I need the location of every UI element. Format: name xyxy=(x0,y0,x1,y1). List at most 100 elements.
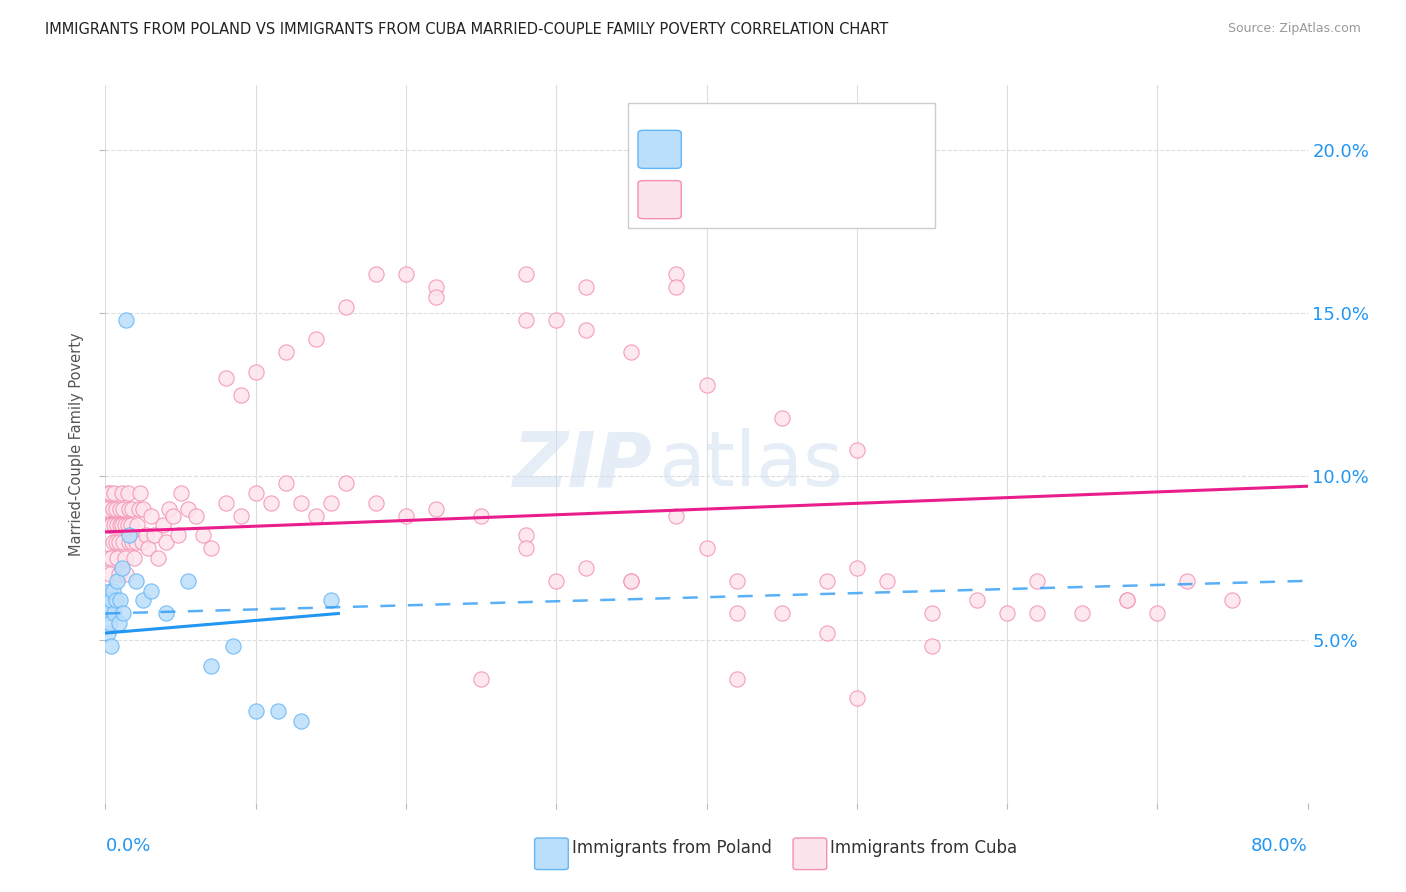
Point xyxy=(100,551,122,566)
Point xyxy=(97,485,120,500)
Point xyxy=(845,443,868,458)
Point xyxy=(97,626,120,640)
Point xyxy=(267,705,290,719)
Point xyxy=(1146,607,1168,621)
Point xyxy=(98,485,121,500)
Point xyxy=(995,607,1018,621)
Point xyxy=(575,322,598,336)
Point xyxy=(146,551,169,566)
Point xyxy=(103,485,125,500)
Point xyxy=(1222,593,1244,607)
Point xyxy=(200,658,222,673)
Point xyxy=(135,528,157,542)
Point xyxy=(96,607,118,621)
Point xyxy=(97,518,120,533)
Point xyxy=(1026,607,1049,621)
Point xyxy=(97,599,120,614)
Text: Immigrants from Cuba: Immigrants from Cuba xyxy=(831,839,1018,857)
Point xyxy=(100,639,122,653)
Point xyxy=(110,502,132,516)
Point xyxy=(110,518,132,533)
Point xyxy=(620,345,643,359)
Point xyxy=(115,567,138,582)
Point xyxy=(725,136,748,151)
Point xyxy=(124,534,146,549)
Point xyxy=(155,607,177,621)
Point xyxy=(121,502,143,516)
Point xyxy=(124,574,146,588)
Point xyxy=(222,639,245,653)
Point xyxy=(290,495,312,509)
Point xyxy=(169,485,191,500)
Point xyxy=(125,518,148,533)
Point xyxy=(107,551,129,566)
Point xyxy=(921,639,943,653)
Point xyxy=(725,607,748,621)
Point xyxy=(319,593,342,607)
Point xyxy=(118,534,141,549)
Point xyxy=(305,332,328,346)
Point xyxy=(111,485,134,500)
Point xyxy=(620,574,643,588)
Text: Immigrants from Poland: Immigrants from Poland xyxy=(572,839,772,857)
Point xyxy=(696,541,718,556)
Point xyxy=(335,300,357,314)
Point xyxy=(725,672,748,686)
FancyBboxPatch shape xyxy=(638,180,682,219)
Point xyxy=(96,551,118,566)
Point xyxy=(112,534,135,549)
Point xyxy=(155,534,177,549)
Point xyxy=(136,541,159,556)
Point xyxy=(229,508,252,523)
Point xyxy=(132,502,155,516)
Point xyxy=(546,574,568,588)
Point xyxy=(815,626,838,640)
Point xyxy=(515,541,537,556)
Point xyxy=(108,567,131,582)
Point xyxy=(815,574,838,588)
Point xyxy=(101,502,124,516)
Point xyxy=(121,534,143,549)
FancyBboxPatch shape xyxy=(638,130,682,169)
Point xyxy=(128,502,150,516)
Point xyxy=(395,508,418,523)
Point xyxy=(104,593,127,607)
Point xyxy=(191,528,214,542)
Point xyxy=(305,508,328,523)
Text: N = 123: N = 123 xyxy=(818,191,898,209)
Text: ZIP: ZIP xyxy=(513,428,652,502)
Point xyxy=(515,528,537,542)
Point xyxy=(575,280,598,294)
Point xyxy=(111,518,134,533)
Point xyxy=(120,518,142,533)
Point xyxy=(845,691,868,706)
Point xyxy=(1116,593,1139,607)
Point xyxy=(470,672,492,686)
Point xyxy=(114,518,136,533)
Point xyxy=(104,502,127,516)
Point xyxy=(1116,593,1139,607)
Point xyxy=(696,378,718,392)
Point xyxy=(107,518,129,533)
Point xyxy=(395,267,418,281)
Point xyxy=(98,583,121,598)
Text: R = 0.074: R = 0.074 xyxy=(690,191,782,209)
Point xyxy=(200,541,222,556)
Point xyxy=(229,388,252,402)
Point xyxy=(98,567,121,582)
Point xyxy=(139,508,162,523)
Point xyxy=(770,607,793,621)
Point xyxy=(118,502,141,516)
Point xyxy=(1175,574,1198,588)
Point xyxy=(118,528,141,542)
Point xyxy=(108,616,131,631)
Y-axis label: Married-Couple Family Poverty: Married-Couple Family Poverty xyxy=(69,332,84,556)
FancyBboxPatch shape xyxy=(628,103,935,228)
Point xyxy=(132,593,155,607)
Point xyxy=(1026,574,1049,588)
Point xyxy=(274,475,297,490)
Text: R = 0.038: R = 0.038 xyxy=(690,140,780,159)
Point xyxy=(515,267,537,281)
Point xyxy=(470,508,492,523)
Point xyxy=(108,534,131,549)
